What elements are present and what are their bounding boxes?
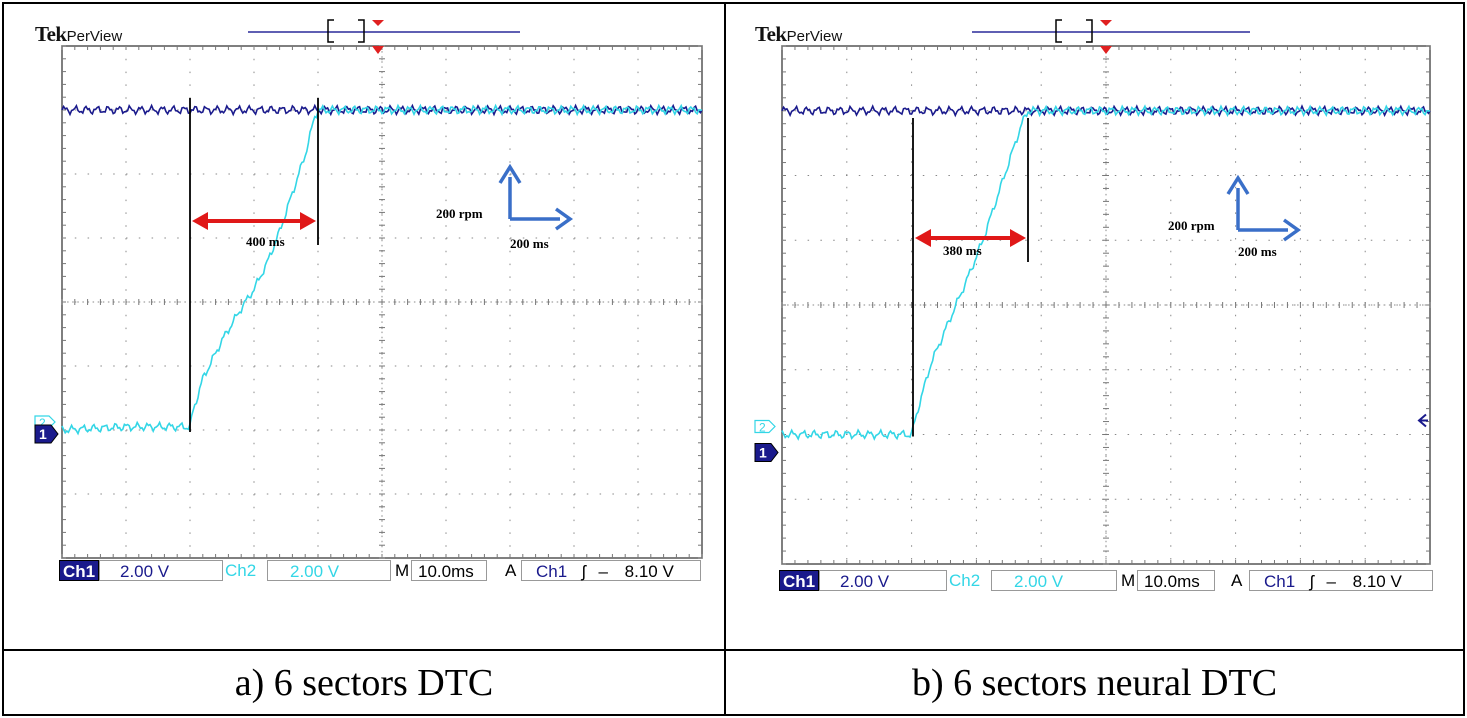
caption-a: a) 6 sectors DTC <box>234 662 494 704</box>
rise-time-label: 400 ms <box>246 234 285 249</box>
brand-logo: TekPerView <box>35 22 122 47</box>
plot-area: 21 400 ms 200 rpm 200 ms <box>34 19 703 559</box>
offscreen-arrow-icon <box>1417 413 1428 428</box>
trigger-slope-icon: ʃ <box>581 562 586 581</box>
brand-logo: TekPerView <box>755 22 842 47</box>
ch2-scale: 2.00 V <box>267 560 391 581</box>
rise-time-arrow <box>915 229 1026 247</box>
trigger-level: 8.10 V <box>1352 572 1402 591</box>
trigger-marker-icon <box>372 46 384 54</box>
graticule-center-axes <box>61 45 703 559</box>
brand-text: Tek <box>755 22 787 46</box>
ch2-marker-label: 2 <box>759 421 766 435</box>
trigger-slope-icon: ʃ <box>1309 572 1314 591</box>
ch2-label: Ch2 <box>949 571 981 590</box>
ch1-marker-label: 1 <box>759 445 767 461</box>
brand-sub-text: PerView <box>786 28 843 45</box>
trigger-position-icon <box>372 20 384 26</box>
trigger-level: 8.10 V <box>624 562 674 581</box>
graticule-border-ticks <box>781 45 1431 565</box>
x-scale-label: 200 ms <box>510 236 549 251</box>
scale-axes-icon <box>1226 174 1302 242</box>
graticule-center-axes <box>781 45 1431 565</box>
ch1-label: Ch1 <box>779 570 819 591</box>
ch1-ground-marker: 1 <box>754 443 779 462</box>
record-window-bracket <box>327 19 365 43</box>
brand-text: Tek <box>35 22 67 46</box>
ch1-marker-label: 1 <box>39 426 47 442</box>
rise-time-arrow <box>192 212 316 230</box>
trigger-marker-icon <box>1100 46 1112 54</box>
plot-area: 2 1 380 ms 200 rpm 200 ms <box>754 19 1431 565</box>
ch2-label: Ch2 <box>225 561 257 580</box>
record-window-bracket <box>1055 19 1093 43</box>
ch2-marker-label: 2 <box>39 416 46 430</box>
ch1-scale: 2.00 V <box>819 570 947 591</box>
trigger-box: Ch1 ʃ – 8.10 V <box>1249 570 1433 591</box>
trigger-source: Ch1 <box>1264 572 1296 591</box>
time-label: M <box>395 561 410 580</box>
trigger-label: A <box>505 561 517 580</box>
trigger-source: Ch1 <box>536 562 568 581</box>
trigger-box: Ch1 ʃ – 8.10 V <box>521 560 701 581</box>
ch1-scale: 2.00 V <box>99 560 223 581</box>
graticule-border-ticks <box>61 45 703 559</box>
y-scale-label: 200 rpm <box>1168 218 1215 233</box>
y-scale-label: 200 rpm <box>436 206 483 221</box>
caption-b: b) 6 sectors neural DTC <box>911 662 1278 704</box>
trigger-label: A <box>1231 571 1243 590</box>
trace-ch2 <box>61 103 703 436</box>
ch2-scale: 2.00 V <box>991 570 1117 591</box>
time-label: M <box>1121 571 1136 590</box>
x-scale-label: 200 ms <box>1238 244 1277 259</box>
ch1-ground-marker: 1 <box>34 424 59 444</box>
brand-sub-text: PerView <box>66 28 123 45</box>
trigger-position-icon <box>1100 20 1112 26</box>
trace-ch2 <box>781 104 1431 441</box>
scale-axes-icon <box>498 163 574 231</box>
time-scale: 10.0ms <box>1137 570 1215 591</box>
rise-time-label: 380 ms <box>943 243 982 258</box>
ch1-label: Ch1 <box>59 560 99 581</box>
ch2-ground-marker: 2 <box>754 419 776 435</box>
time-scale: 10.0ms <box>411 560 487 581</box>
